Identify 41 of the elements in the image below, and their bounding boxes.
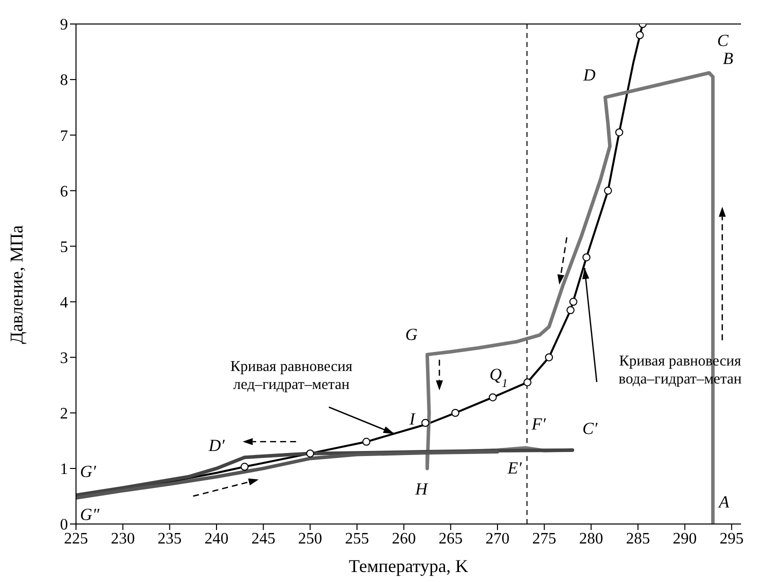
x-tick-label: 235 xyxy=(158,530,182,548)
y-tick-label: 1 xyxy=(60,461,68,478)
annotation: C′ xyxy=(582,418,598,438)
x-tick-label: 290 xyxy=(672,530,697,548)
annotation: G′ xyxy=(80,462,96,482)
y-tick-label: 6 xyxy=(60,183,68,200)
x-tick-label: 295 xyxy=(720,530,744,548)
x-tick-label: 285 xyxy=(626,530,650,548)
x-tick-label: 230 xyxy=(110,530,135,548)
x-tick-label: 260 xyxy=(392,530,416,548)
annotation: D′ xyxy=(208,436,225,456)
annotation: Q$_{1}$ xyxy=(489,365,508,390)
x-tick-label: 265 xyxy=(438,530,463,548)
x-tick-label: 255 xyxy=(344,530,369,548)
annotation: B xyxy=(722,48,734,68)
annotation: F′ xyxy=(530,414,546,434)
y-tick-label: 7 xyxy=(60,128,68,145)
x-tick-label: 250 xyxy=(298,530,322,548)
y-tick-label: 8 xyxy=(60,72,68,90)
annotation: A xyxy=(718,492,730,512)
x-tick-label: 280 xyxy=(579,530,604,548)
annotation: G″ xyxy=(80,504,100,524)
annotation: I xyxy=(408,410,416,429)
y-tick-label: 9 xyxy=(60,16,68,34)
x-tick-label: 270 xyxy=(485,530,510,548)
annotation: H xyxy=(414,479,430,498)
y-tick-label: 3 xyxy=(60,350,68,368)
y-tick-label: 2 xyxy=(60,406,68,423)
annotation: C xyxy=(717,30,730,50)
y-tick-label: 4 xyxy=(60,294,68,312)
annotation: D xyxy=(582,65,596,84)
annotation: Кривая равновесия вода–гидрат–метан xyxy=(618,353,742,388)
y-tick-label: 5 xyxy=(60,238,68,256)
annotation: G xyxy=(405,325,418,344)
y-axis-title: Давление, МПа xyxy=(6,225,26,344)
annotation: E′ xyxy=(506,458,522,478)
x-tick-label: 245 xyxy=(251,530,276,548)
x-tick-label: 240 xyxy=(204,530,228,548)
annotation: Кривая равновесия лед–гидрат–метан xyxy=(230,358,353,393)
x-axis-title: Температура, K xyxy=(348,556,468,576)
x-tick-label: 275 xyxy=(532,530,556,548)
